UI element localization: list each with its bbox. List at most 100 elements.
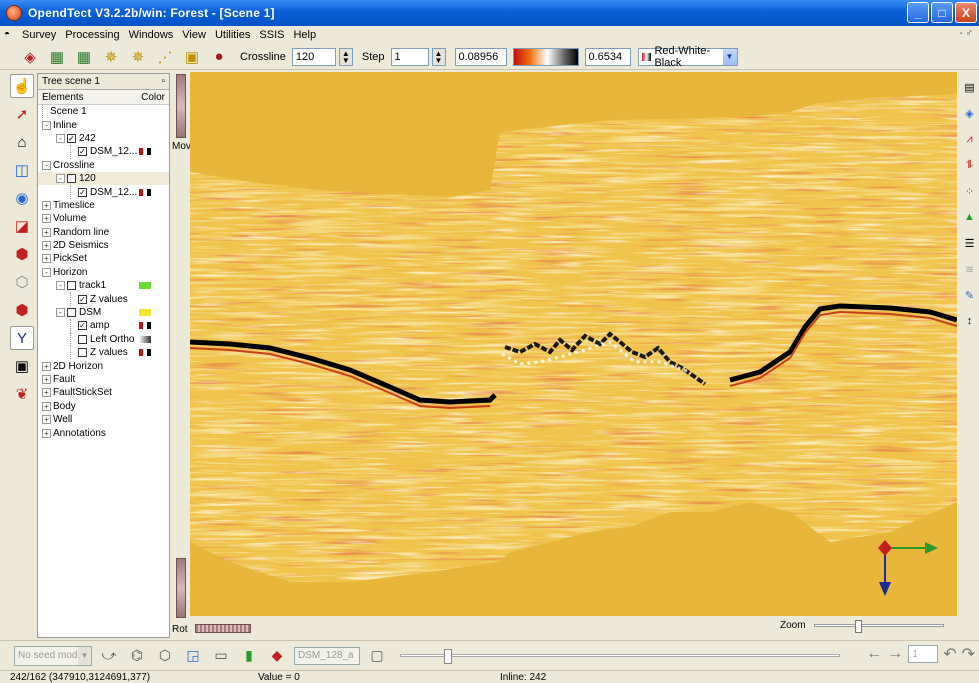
view-inline-icon[interactable]: ◪ — [14, 218, 30, 235]
tree-item[interactable]: + Random line — [38, 226, 169, 239]
gmt-icon[interactable]: ● — [214, 48, 224, 65]
expand-icon[interactable]: + — [42, 415, 51, 425]
stereo-icon[interactable]: ❦ — [15, 386, 29, 403]
range-min-input[interactable]: 0.08956 — [454, 47, 507, 66]
home-icon[interactable]: ⌂ — [17, 133, 27, 151]
tree-checkbox[interactable] — [78, 348, 87, 358]
tree-checkbox[interactable]: ✓ — [67, 133, 76, 143]
view-all-icon[interactable]: ◉ — [15, 190, 29, 207]
tree-item[interactable]: - track1 — [38, 279, 169, 292]
view-perspective-icon[interactable]: ⬢ — [15, 302, 29, 319]
tree-checkbox[interactable]: ✓ — [78, 187, 87, 197]
collapse-icon[interactable]: - — [42, 120, 51, 130]
tree-item[interactable]: - Crossline — [38, 159, 169, 172]
polygon-select-icon[interactable]: ▭ — [214, 647, 228, 663]
collapse-icon[interactable]: - — [56, 308, 65, 318]
vertical-stretch-icon[interactable]: ↕ — [966, 315, 973, 327]
tree-item[interactable]: + Timeslice — [38, 199, 169, 212]
zoom-thumb[interactable] — [854, 620, 862, 633]
expand-icon[interactable]: + — [42, 254, 51, 264]
collapse-icon[interactable]: - — [42, 267, 51, 277]
collapse-icon[interactable]: - — [56, 174, 65, 184]
menu-windows[interactable]: Windows — [128, 29, 174, 41]
neural-network-icon[interactable]: ✵ — [131, 48, 145, 66]
color-swatch[interactable] — [139, 349, 151, 357]
colortable-select[interactable]: Red-White-Black ▼ — [637, 45, 738, 69]
seed-icon[interactable]: ⌬ — [130, 647, 144, 663]
manage-wavelets-icon[interactable]: ☰ — [964, 237, 975, 250]
tree-item[interactable]: + PickSet — [38, 252, 169, 265]
seed-mode-select[interactable]: No seed mode ▼ — [14, 645, 92, 666]
arrow-left-icon[interactable]: ← — [866, 645, 883, 662]
remove-icon[interactable]: ◆ — [271, 647, 283, 663]
menu-help[interactable]: Help — [293, 29, 317, 41]
color-swatch[interactable] — [139, 335, 151, 343]
tree-item[interactable]: + Annotations — [38, 426, 169, 439]
close-button[interactable]: X — [955, 2, 977, 23]
manage-picksets-icon[interactable]: ⁘ — [964, 185, 975, 198]
view-mode-icon[interactable]: ☝ — [10, 74, 34, 98]
collapse-icon[interactable]: - — [56, 133, 65, 143]
track-volume-icon[interactable]: ⬡ — [158, 647, 172, 663]
undock-icon[interactable]: ▫ — [161, 76, 165, 87]
save-horizon-icon[interactable]: ▮ — [245, 647, 253, 663]
tree-item[interactable]: + Volume — [38, 212, 169, 225]
tree-item[interactable]: +2D Seismics — [38, 239, 169, 252]
crossplot-icon[interactable]: ⋰ — [157, 48, 173, 66]
tree-item[interactable]: ✓ amp — [38, 319, 169, 333]
pen-icon[interactable]: ✎ — [964, 289, 975, 302]
manage-bodies-icon[interactable]: ▲ — [964, 211, 975, 223]
step-spinner[interactable]: ▲ ▼ — [431, 47, 446, 66]
expand-icon[interactable]: + — [42, 200, 51, 210]
view-z-icon[interactable]: ⬡ — [15, 274, 29, 291]
rotation-wheel[interactable] — [195, 624, 251, 633]
tree-item[interactable]: Z values — [38, 346, 169, 360]
color-swatch[interactable] — [139, 188, 151, 196]
step-spinbox[interactable]: 1 — [908, 645, 939, 663]
expand-icon[interactable]: + — [42, 361, 51, 371]
tree-item[interactable]: - 120 — [38, 171, 169, 186]
survey-manager-icon[interactable]: ◈ — [24, 48, 36, 66]
tree-item[interactable]: - Inline — [38, 118, 169, 131]
attribute-select[interactable]: DSM_128_a — [294, 646, 360, 665]
tree-checkbox[interactable] — [78, 334, 87, 344]
tree-checkbox[interactable] — [67, 308, 76, 318]
set-home-icon[interactable]: ◫ — [14, 162, 30, 179]
color-swatch[interactable] — [139, 322, 151, 330]
manage-faults-icon[interactable]: ⩘ — [966, 132, 973, 145]
axis-icon[interactable]: Y — [10, 326, 34, 350]
seismic-canvas[interactable] — [190, 72, 957, 616]
color-swatch[interactable] — [139, 282, 151, 290]
minimize-button[interactable]: _ — [907, 2, 929, 23]
tree-item[interactable]: ✓ Z values — [38, 292, 169, 306]
manage-seismics-icon[interactable]: ▤ — [964, 81, 975, 94]
tree-item[interactable]: ✓ DSM_12... — [38, 145, 169, 159]
tree-item[interactable]: - Horizon — [38, 266, 169, 279]
transparency-thumb[interactable] — [444, 649, 453, 664]
mpe-icon[interactable]: ▣ — [184, 48, 200, 66]
retrack-icon[interactable]: ◲ — [186, 647, 200, 663]
redo-icon[interactable]: ↷ — [961, 646, 975, 663]
menu-view[interactable]: View — [182, 29, 206, 41]
crossline-spinner[interactable]: ▲ ▼ — [338, 47, 353, 66]
tracking-setup-icon[interactable]: ⤻ — [101, 647, 117, 663]
expand-icon[interactable]: + — [42, 388, 51, 398]
chevron-down-icon[interactable]: ▼ — [78, 646, 91, 665]
interact-pointer-icon[interactable]: ➚ — [15, 106, 29, 123]
tree-item[interactable]: ✓ DSM_12... — [38, 185, 169, 199]
collapse-icon[interactable]: - — [56, 281, 65, 291]
tree-item[interactable]: + Body — [38, 400, 169, 413]
step-input[interactable]: 1 — [390, 47, 429, 66]
range-max-input[interactable]: 0.6534 — [584, 47, 631, 66]
tree-checkbox[interactable]: ✓ — [78, 321, 87, 331]
manage-horizons-icon[interactable]: ◈ — [965, 107, 974, 120]
undo-icon[interactable]: ↶ — [943, 646, 957, 663]
color-swatch[interactable] — [139, 309, 151, 317]
tree-checkbox[interactable] — [67, 174, 76, 184]
volume-builder-icon[interactable]: ✵ — [104, 48, 118, 66]
scene-viewer[interactable] — [190, 72, 957, 616]
tree-item[interactable]: + Well — [38, 413, 169, 426]
tree-item[interactable]: +2D Horizon — [38, 359, 169, 372]
tree-checkbox[interactable]: ✓ — [78, 294, 87, 304]
menu-processing[interactable]: Processing — [65, 29, 120, 41]
